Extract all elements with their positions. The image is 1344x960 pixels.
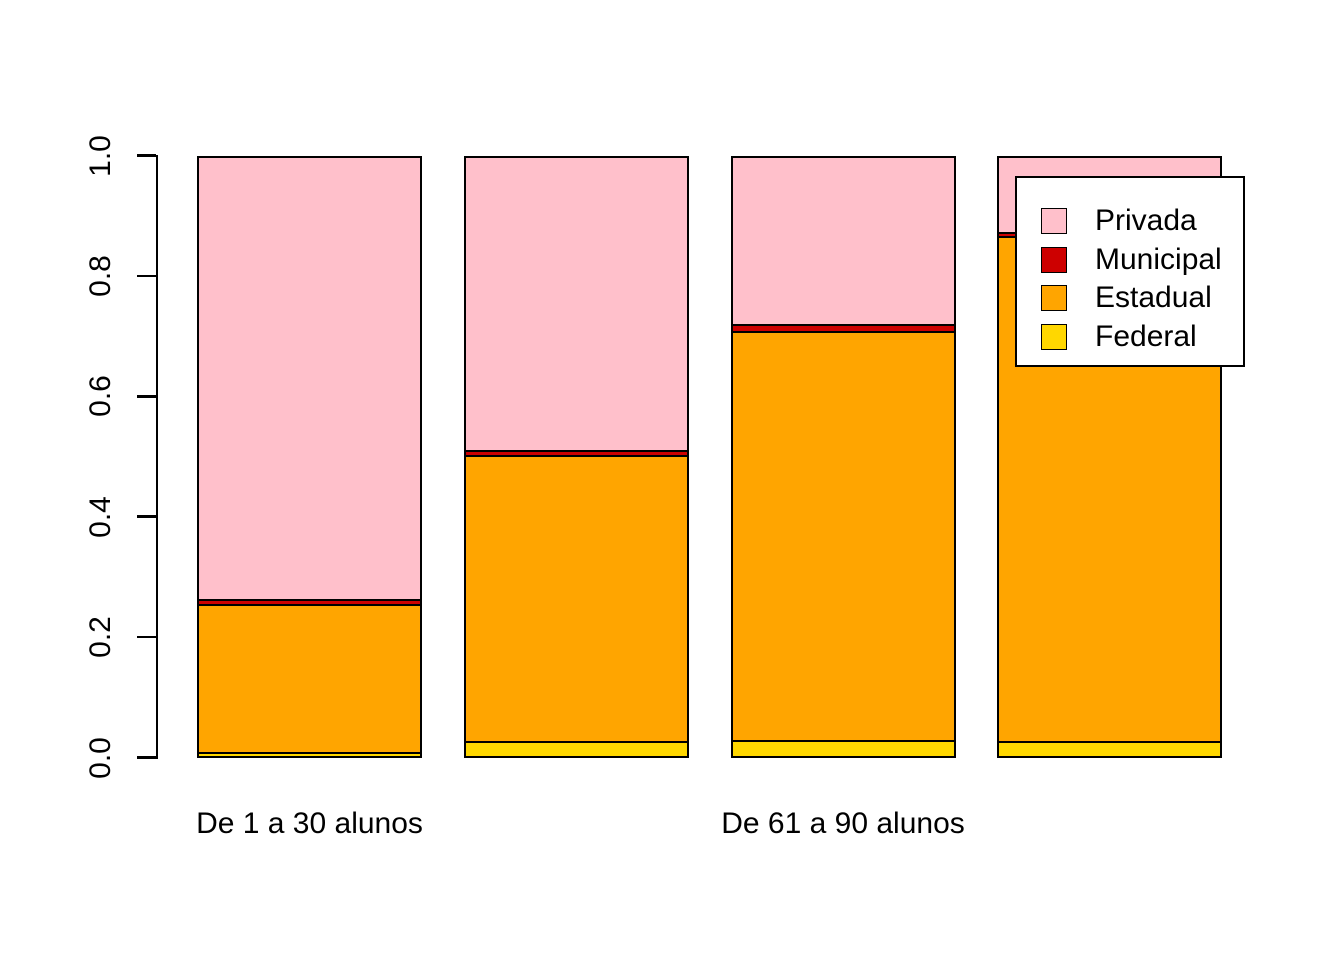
legend-entry-privada: Privada: [1041, 202, 1243, 241]
legend-label-municipal: Municipal: [1095, 242, 1222, 276]
legend-swatch-estadual: [1041, 285, 1067, 312]
legend-label-privada: Privada: [1095, 204, 1197, 238]
y-tick-label-0.0: 0.0: [84, 736, 117, 779]
legend-swatch-privada: [1041, 208, 1067, 235]
y-tick-label-0.8: 0.8: [84, 255, 117, 297]
y-tick-0.4: [136, 515, 156, 518]
bar-segment-estadual-1: [197, 604, 422, 753]
legend-label-federal: Federal: [1095, 319, 1197, 353]
y-tick-0.2: [136, 635, 156, 639]
x-category-label-1: De 1 a 30 alunos: [196, 807, 423, 840]
bar-segment-federal-1: [197, 752, 422, 758]
legend-swatch-federal: [1041, 323, 1067, 350]
bar-segment-privada-1: [197, 155, 422, 601]
y-tick-label-0.6: 0.6: [84, 375, 117, 418]
bar-segment-federal-2: [463, 741, 689, 758]
legend-entry-estadual: Estadual: [1041, 279, 1243, 318]
x-category-label-3: De 61 a 90 alunos: [721, 807, 965, 840]
y-tick-0.8: [136, 274, 156, 278]
y-tick-label-1.0: 1.0: [84, 134, 117, 177]
bar-segment-federal-3: [730, 740, 956, 758]
bar-segment-estadual-3: [730, 331, 956, 741]
bar-segment-municipal-3: [730, 324, 956, 332]
y-axis-line: [155, 154, 158, 759]
bar-segment-municipal-2: [463, 451, 689, 456]
y-tick-1.0: [136, 154, 156, 157]
legend-label-estadual: Estadual: [1095, 281, 1212, 315]
legend-entry-municipal: Municipal: [1041, 241, 1243, 280]
legend-swatch-municipal: [1041, 246, 1067, 273]
bar-segment-municipal-1: [197, 600, 422, 605]
y-tick-0.0: [136, 756, 156, 759]
y-tick-0.6: [136, 395, 156, 398]
bar-segment-estadual-2: [463, 455, 689, 742]
y-tick-label-0.2: 0.2: [84, 616, 117, 658]
bar-segment-federal-4: [997, 742, 1222, 758]
y-tick-label-0.4: 0.4: [84, 495, 117, 538]
bar-segment-privada-3: [730, 155, 956, 325]
legend: Privada Municipal Estadual Federal: [1015, 176, 1245, 367]
legend-entry-federal: Federal: [1041, 318, 1243, 357]
bar-segment-privada-2: [463, 155, 689, 452]
